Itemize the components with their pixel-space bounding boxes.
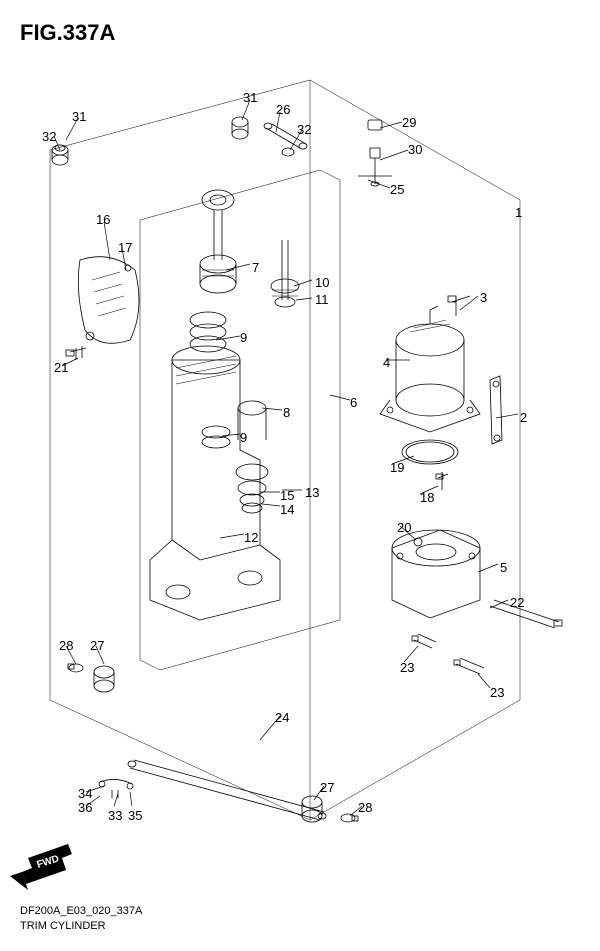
callout-6: 6 bbox=[350, 395, 357, 410]
motor-assy bbox=[380, 296, 480, 432]
callout-19: 19 bbox=[390, 460, 404, 475]
callout-29: 29 bbox=[402, 115, 416, 130]
callout-12: 12 bbox=[244, 530, 258, 545]
callout-21: 21 bbox=[54, 360, 68, 375]
figure-footer: DF200A_E03_020_337A TRIM CYLINDER bbox=[20, 904, 142, 933]
callout-32: 32 bbox=[42, 129, 56, 144]
callout-36: 36 bbox=[78, 800, 92, 815]
callout-32: 32 bbox=[297, 122, 311, 137]
callout-13: 13 bbox=[305, 485, 319, 500]
callout-23: 23 bbox=[400, 660, 414, 675]
callout-27: 27 bbox=[320, 780, 334, 795]
fwd-badge: FWD bbox=[10, 844, 72, 890]
callout-35: 35 bbox=[128, 808, 142, 823]
callout-20: 20 bbox=[397, 520, 411, 535]
callout-28: 28 bbox=[358, 800, 372, 815]
callout-1: 1 bbox=[515, 205, 522, 220]
callout-30: 30 bbox=[408, 142, 422, 157]
callout-33: 33 bbox=[108, 808, 122, 823]
cylinder-body bbox=[150, 190, 299, 620]
callout-22: 22 bbox=[510, 595, 524, 610]
callout-5: 5 bbox=[500, 560, 507, 575]
callout-17: 17 bbox=[118, 240, 132, 255]
callout-27: 27 bbox=[90, 638, 104, 653]
footer-code: DF200A_E03_020_337A bbox=[20, 904, 142, 918]
callout-23: 23 bbox=[490, 685, 504, 700]
callout-25: 25 bbox=[390, 182, 404, 197]
callout-16: 16 bbox=[96, 212, 110, 227]
callout-18: 18 bbox=[420, 490, 434, 505]
callout-10: 10 bbox=[315, 275, 329, 290]
callout-7: 7 bbox=[252, 260, 259, 275]
callout-28: 28 bbox=[59, 638, 73, 653]
callout-11: 11 bbox=[315, 292, 329, 307]
callout-24: 24 bbox=[275, 710, 289, 725]
callout-9: 9 bbox=[240, 330, 247, 345]
callout-31: 31 bbox=[72, 109, 86, 124]
callout-34: 34 bbox=[78, 786, 92, 801]
callout-14: 14 bbox=[280, 502, 294, 517]
callout-31: 31 bbox=[243, 90, 257, 105]
pump-body bbox=[392, 530, 562, 674]
callout-8: 8 bbox=[283, 405, 290, 420]
callout-26: 26 bbox=[276, 102, 290, 117]
callout-15: 15 bbox=[280, 488, 294, 503]
footer-title: TRIM CYLINDER bbox=[20, 919, 142, 933]
callout-2: 2 bbox=[520, 410, 527, 425]
callout-4: 4 bbox=[383, 355, 390, 370]
callout-3: 3 bbox=[480, 290, 487, 305]
callout-9: 9 bbox=[240, 430, 247, 445]
